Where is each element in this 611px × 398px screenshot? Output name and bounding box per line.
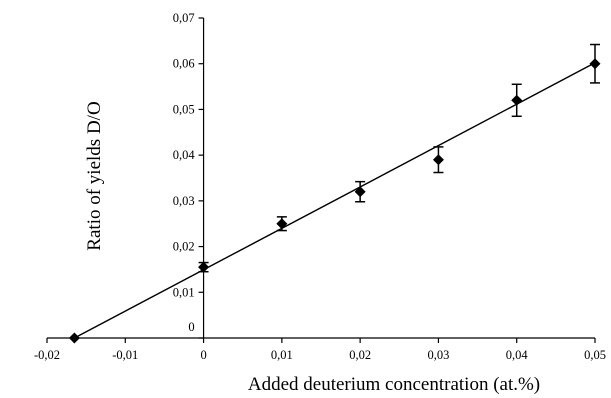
- y-tick-label: 0,03: [173, 194, 195, 208]
- data-point: [198, 261, 210, 273]
- y-tick-label: 0,04: [173, 148, 196, 162]
- x-tick-label: 0,01: [271, 348, 293, 362]
- fit-line: [74, 62, 596, 339]
- x-tick-label: 0,02: [349, 348, 371, 362]
- data-point: [432, 154, 444, 166]
- y-tick-label: 0,01: [173, 285, 195, 299]
- x-tick-label: 0: [200, 348, 206, 362]
- error-bars: [198, 43, 600, 273]
- data-points: [68, 58, 601, 344]
- ticks: -0,02 -0,01 0 0,01 0,02 0,03 0,04 0,05 0 0,01 0,02…: [34, 11, 606, 362]
- x-tick-label: -0,01: [112, 348, 138, 362]
- y-tick-label: 0,02: [173, 240, 195, 254]
- y-axis-title: Ratio of yields D/O: [84, 101, 105, 250]
- axes: [47, 18, 595, 339]
- y-tick-label: 0,06: [173, 57, 195, 71]
- data-point: [276, 218, 288, 230]
- x-tick-label: -0,02: [34, 348, 60, 362]
- y-tick-label: 0,05: [173, 102, 195, 116]
- x-tick-label: 0,03: [427, 348, 449, 362]
- y-tick-label: 0: [188, 320, 194, 334]
- data-point: [68, 332, 80, 344]
- x-axis-title: Added deuterium concentration (at.%): [248, 374, 540, 395]
- x-tick-label: 0,05: [584, 348, 606, 362]
- x-tick-label: 0,04: [506, 348, 529, 362]
- data-point: [511, 94, 523, 106]
- fit-line-group: [74, 62, 596, 339]
- y-tick-label: 0,07: [173, 11, 195, 25]
- data-point: [354, 186, 366, 198]
- data-point: [589, 58, 601, 70]
